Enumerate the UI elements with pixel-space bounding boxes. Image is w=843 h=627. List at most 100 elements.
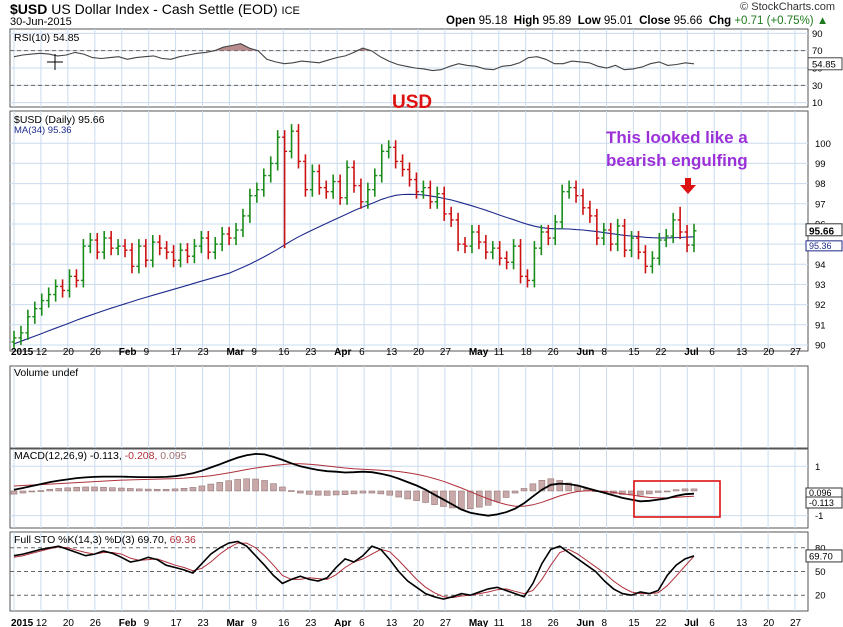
macd-histogram-bar	[431, 490, 438, 505]
chart-symbol-title: $USD US Dollar Index - Cash Settle (EOD)…	[10, 1, 300, 17]
macd-histogram-bar	[646, 490, 653, 495]
ma-last-box	[805, 240, 843, 252]
ohlc-bar	[268, 156, 274, 183]
x-axis-label: 23	[305, 618, 317, 627]
ohlc-bar	[663, 228, 669, 248]
x-axis-label: 9	[144, 618, 150, 627]
ohlc-bar	[642, 245, 648, 274]
ohlc-bar	[289, 124, 295, 159]
price-tick-label: 99	[815, 159, 826, 170]
ohlc-bar	[511, 239, 517, 270]
sto-tick-label: 50	[815, 567, 826, 578]
macd-histogram-bar	[663, 490, 671, 493]
ohlc-bar	[358, 178, 364, 209]
x-axis-label: 20	[63, 347, 75, 358]
x-axis-label: 2015	[11, 618, 34, 627]
ohlc-bar	[476, 224, 482, 250]
ohlc-bar	[53, 279, 59, 302]
macd-histogram-bar	[350, 490, 358, 495]
x-axis-label: 15	[628, 618, 640, 627]
macd-histogram-bar	[91, 486, 98, 492]
x-axis-label: 26	[90, 347, 102, 358]
ohlc-bar	[455, 212, 461, 252]
ohlc-bar	[594, 208, 600, 246]
ohlc-bar	[122, 239, 128, 258]
macd-last-box2	[805, 496, 843, 509]
down-arrow-icon	[680, 178, 696, 194]
ohlc-bar	[441, 186, 447, 221]
macd-tick-label: 1	[815, 462, 820, 473]
macd-histogram-bar	[458, 490, 465, 510]
ohlc-bar	[212, 237, 218, 260]
macd-histogram-bar	[234, 479, 241, 492]
ohlc-bar	[205, 231, 211, 260]
x-axis-label: 27	[790, 347, 802, 358]
x-axis-label: 16	[278, 347, 290, 358]
ohlc-bar	[351, 160, 357, 193]
ohlc-readout: Open 95.18 High 95.89 Low 95.01 Close 95…	[446, 15, 828, 27]
x-axis-label: 13	[386, 618, 398, 627]
open-label: Open	[446, 15, 476, 27]
sto-tick-label: 80	[815, 543, 826, 554]
ohlc-bar	[184, 243, 190, 264]
macd-histogram-bar	[413, 490, 420, 501]
x-axis-label: May	[469, 347, 489, 358]
x-axis-label: 15	[628, 347, 640, 358]
sto-legend: Full STO %K(14,3) %D(3) 69.70, 69.36	[14, 534, 196, 546]
ohlc-bar	[11, 330, 17, 349]
ohlc-bar	[427, 180, 433, 209]
volume-legend: Volume undef	[14, 367, 78, 379]
price-last-label: 95.66	[809, 226, 834, 237]
open-value: 95.18	[478, 15, 508, 27]
macd-histogram-bar	[672, 489, 680, 492]
ohlc-bar	[504, 251, 510, 270]
symbol-ticker: $USD	[10, 1, 48, 17]
ohlc-bar	[344, 160, 350, 205]
macd-histogram-bar	[28, 490, 36, 493]
macd-histogram-bar	[386, 490, 394, 496]
ohlc-bar	[656, 233, 662, 266]
macd-histogram-bar	[538, 480, 546, 492]
ohlc-bar	[573, 180, 579, 203]
x-axis-label: May	[469, 618, 489, 627]
ohlc-bar	[46, 287, 52, 308]
macd-histogram-bar	[73, 486, 80, 492]
x-axis-label: 17	[171, 347, 183, 358]
macd-histogram-bar	[637, 490, 644, 496]
macd-last-label: -0.113	[809, 498, 834, 508]
ohlc-bar	[191, 239, 197, 264]
price-tick-label: 94	[815, 260, 826, 271]
x-axis-label: 20	[413, 618, 425, 627]
macd-histogram-bar	[323, 490, 331, 496]
change-label: Chg	[708, 15, 732, 27]
x-axis-label: 23	[198, 347, 210, 358]
macd-histogram-bar	[690, 488, 698, 492]
ohlc-bar	[233, 222, 239, 246]
low-label: Low	[577, 15, 601, 27]
macd-histogram-bar	[493, 490, 501, 502]
x-axis-label: 17	[171, 618, 183, 627]
price-legend: $USD (Daily) 95.66	[14, 114, 105, 126]
rsi-tick-label: 70	[812, 46, 823, 57]
ohlc-bar	[108, 231, 114, 256]
price-panel	[9, 110, 809, 352]
macd-histogram-bar	[332, 490, 340, 496]
ohlc-bar	[490, 241, 496, 260]
macd-histogram-bar	[55, 488, 62, 492]
rsi-tick-label: 30	[812, 81, 823, 92]
ohlc-bar	[531, 241, 537, 288]
x-axis-label: 6	[359, 618, 365, 627]
x-axis-label: Feb	[119, 347, 137, 358]
ohlc-bar	[282, 130, 288, 249]
macd-histogram-bar	[395, 490, 402, 498]
macd-histogram-bar	[225, 480, 232, 492]
macd-histogram-bar	[314, 490, 322, 496]
x-axis-label: 9	[251, 618, 257, 627]
macd-histogram-bar	[520, 488, 528, 492]
macd-histogram-bar	[467, 490, 474, 510]
low-value: 95.01	[603, 15, 633, 27]
price-tick-label: 90	[815, 340, 826, 351]
macd-histogram-bar	[511, 490, 519, 494]
exchange-label: ICE	[281, 5, 300, 17]
